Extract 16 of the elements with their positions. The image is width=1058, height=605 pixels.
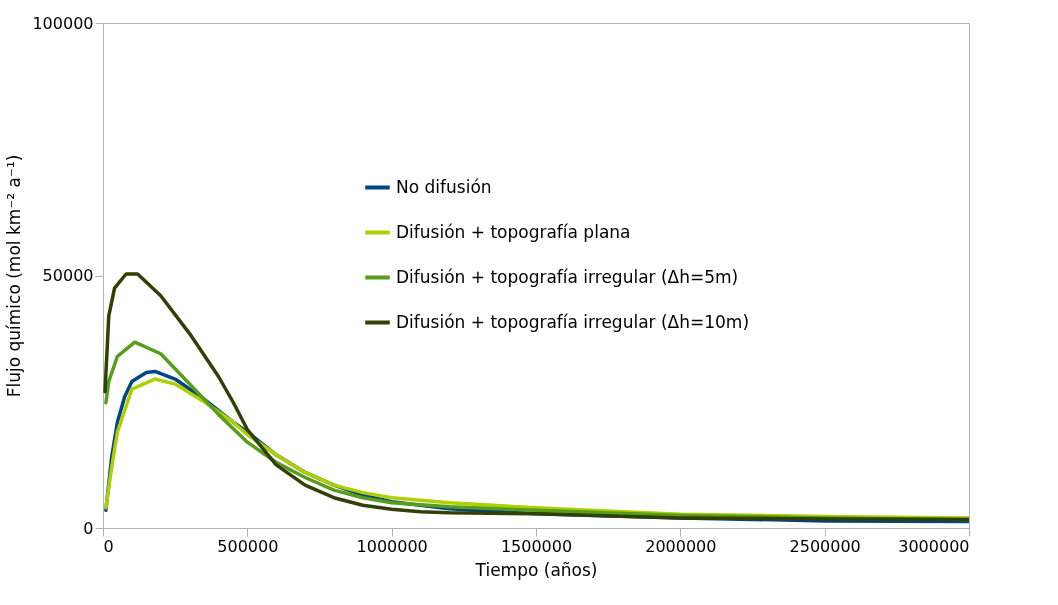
- y-tick-label: 50000: [42, 266, 94, 285]
- legend-label: No difusión: [396, 176, 492, 197]
- legend-label: Difusión + topografía irregular (Δh=5m): [396, 266, 739, 287]
- x-tick-label: 1000000: [356, 536, 428, 556]
- y-tick-label: 100000: [32, 13, 94, 33]
- y-axis-title: Flujo químico (mol km⁻² a⁻¹): [4, 154, 25, 398]
- x-tick-label: 500000: [217, 536, 279, 556]
- x-tick-label: 0: [103, 536, 114, 556]
- legend-label: Difusión + topografía plana: [396, 221, 631, 242]
- legend-label: Difusión + topografía irregular (Δh=10m): [396, 311, 750, 332]
- x-tick-label: 2500000: [789, 536, 861, 556]
- y-tick-label: 0: [83, 518, 94, 538]
- x-tick-label: 3000000: [898, 536, 970, 556]
- x-tick-label: 1500000: [500, 536, 573, 556]
- x-axis-title: Tiempo (años): [474, 559, 598, 580]
- x-tick-label: 2000000: [645, 536, 717, 556]
